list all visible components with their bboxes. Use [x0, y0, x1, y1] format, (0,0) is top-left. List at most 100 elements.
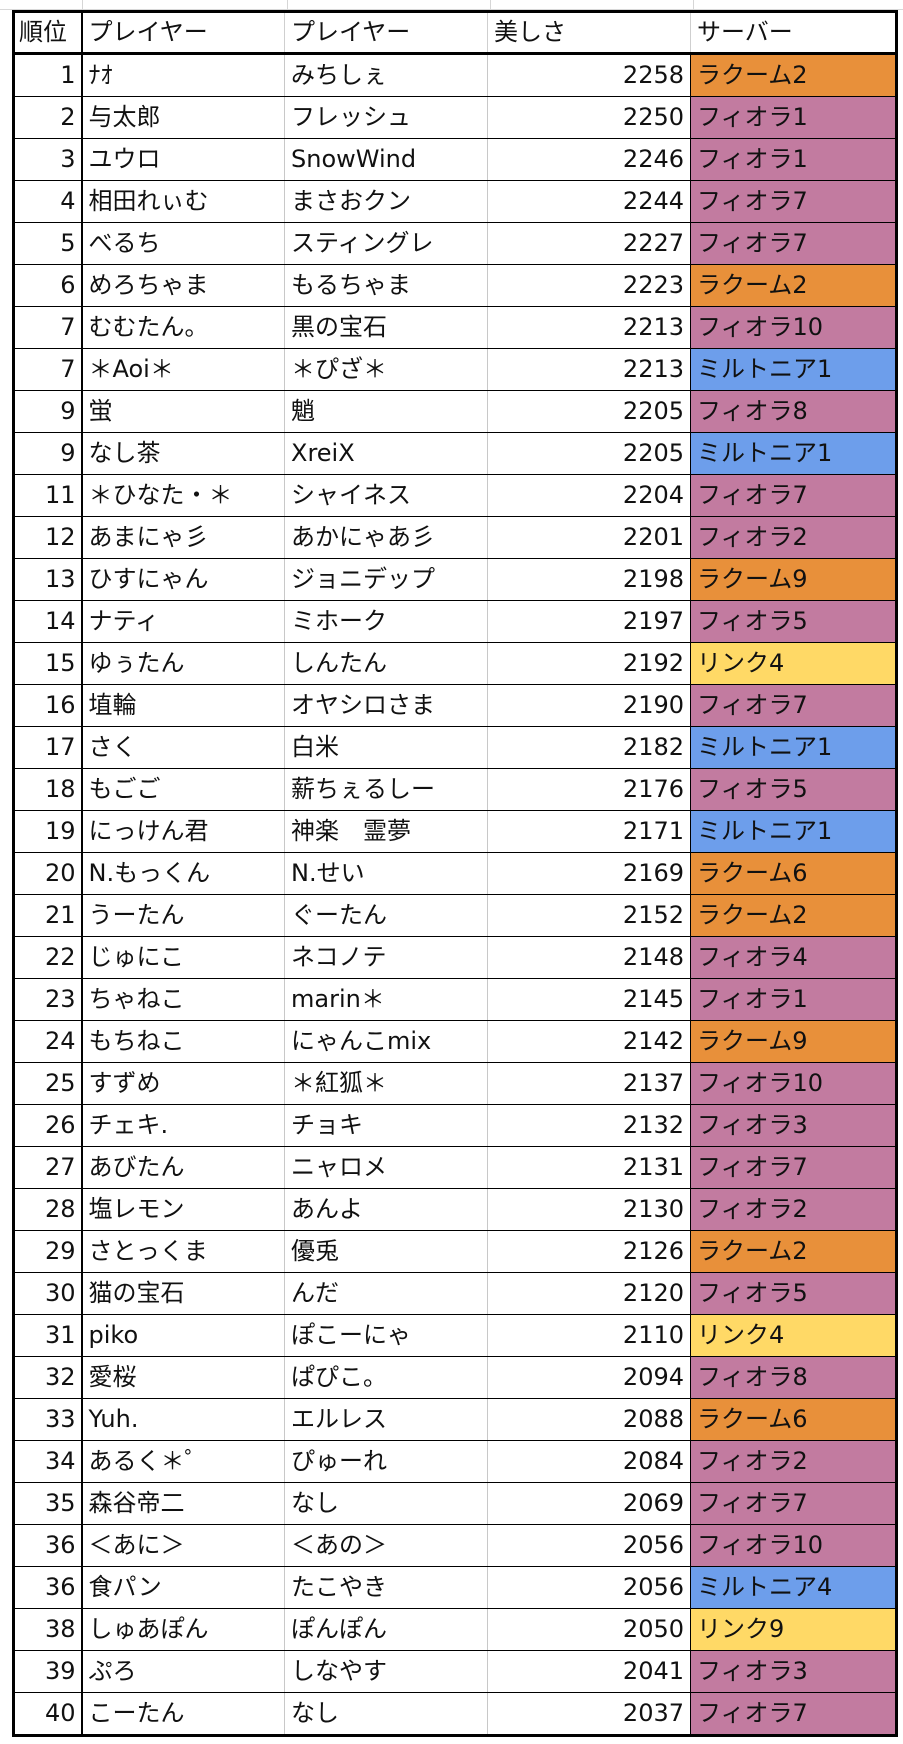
player-2-cell[interactable]: オヤシロさま: [284, 684, 488, 727]
server-cell[interactable]: フィオラ5: [690, 768, 897, 811]
player-1-cell[interactable]: ユウロ: [81, 138, 285, 181]
player-2-cell[interactable]: あかにゃあ彡: [284, 516, 488, 559]
beauty-cell[interactable]: 2037: [487, 1692, 691, 1736]
server-cell[interactable]: ラクーム2: [690, 894, 897, 937]
server-cell[interactable]: フィオラ1: [690, 978, 897, 1021]
beauty-cell[interactable]: 2132: [487, 1104, 691, 1147]
server-cell[interactable]: フィオラ7: [690, 684, 897, 727]
player-1-cell[interactable]: もちねこ: [81, 1020, 285, 1063]
beauty-cell[interactable]: 2205: [487, 390, 691, 433]
beauty-cell[interactable]: 2201: [487, 516, 691, 559]
beauty-cell[interactable]: 2244: [487, 180, 691, 223]
rank-cell[interactable]: 14: [13, 600, 83, 643]
server-cell[interactable]: ラクーム6: [690, 852, 897, 895]
rank-cell[interactable]: 36: [13, 1524, 83, 1567]
player-1-cell[interactable]: N.もっくん: [81, 852, 285, 895]
player-1-cell[interactable]: 埴輪: [81, 684, 285, 727]
player-2-cell[interactable]: あんよ: [284, 1188, 488, 1231]
rank-cell[interactable]: 9: [13, 390, 83, 433]
server-cell[interactable]: ラクーム6: [690, 1398, 897, 1441]
player-1-cell[interactable]: むむたん。: [81, 306, 285, 349]
rank-cell[interactable]: 38: [13, 1608, 83, 1651]
rank-cell[interactable]: 1: [13, 53, 83, 97]
header-server[interactable]: サーバー: [690, 11, 897, 55]
player-2-cell[interactable]: 優兎: [284, 1230, 488, 1273]
player-2-cell[interactable]: 神楽 霊夢: [284, 810, 488, 853]
rank-cell[interactable]: 3: [13, 138, 83, 181]
player-2-cell[interactable]: ジョニデップ: [284, 558, 488, 601]
player-2-cell[interactable]: シャイネス: [284, 474, 488, 517]
rank-cell[interactable]: 17: [13, 726, 83, 769]
beauty-cell[interactable]: 2204: [487, 474, 691, 517]
header-rank[interactable]: 順位: [13, 11, 83, 55]
beauty-cell[interactable]: 2041: [487, 1650, 691, 1693]
beauty-cell[interactable]: 2142: [487, 1020, 691, 1063]
player-1-cell[interactable]: 愛桜: [81, 1356, 285, 1399]
rank-cell[interactable]: 11: [13, 474, 83, 517]
player-2-cell[interactable]: 黒の宝石: [284, 306, 488, 349]
player-1-cell[interactable]: 与太郎: [81, 96, 285, 139]
player-1-cell[interactable]: 塩レモン: [81, 1188, 285, 1231]
beauty-cell[interactable]: 2171: [487, 810, 691, 853]
beauty-cell[interactable]: 2227: [487, 222, 691, 265]
server-cell[interactable]: フィオラ7: [690, 222, 897, 265]
player-2-cell[interactable]: ぱぴこ。: [284, 1356, 488, 1399]
beauty-cell[interactable]: 2094: [487, 1356, 691, 1399]
player-1-cell[interactable]: じゅにこ: [81, 936, 285, 979]
server-cell[interactable]: フィオラ3: [690, 1104, 897, 1147]
player-1-cell[interactable]: さく: [81, 726, 285, 769]
player-1-cell[interactable]: 蛍: [81, 390, 285, 433]
player-2-cell[interactable]: なし: [284, 1692, 488, 1736]
beauty-cell[interactable]: 2131: [487, 1146, 691, 1189]
beauty-cell[interactable]: 2088: [487, 1398, 691, 1441]
beauty-cell[interactable]: 2182: [487, 726, 691, 769]
rank-cell[interactable]: 24: [13, 1020, 83, 1063]
player-2-cell[interactable]: ネコノテ: [284, 936, 488, 979]
player-1-cell[interactable]: 食パン: [81, 1566, 285, 1609]
header-player-1[interactable]: プレイヤー: [81, 11, 285, 55]
player-2-cell[interactable]: んだ: [284, 1272, 488, 1315]
rank-cell[interactable]: 35: [13, 1482, 83, 1525]
rank-cell[interactable]: 29: [13, 1230, 83, 1273]
player-2-cell[interactable]: ＊紅狐＊: [284, 1062, 488, 1105]
player-1-cell[interactable]: 相田れぃむ: [81, 180, 285, 223]
player-1-cell[interactable]: ＊Aoi＊: [81, 348, 285, 391]
player-2-cell[interactable]: しんたん: [284, 642, 488, 685]
player-2-cell[interactable]: ＜あの＞: [284, 1524, 488, 1567]
server-cell[interactable]: ラクーム2: [690, 53, 897, 97]
rank-cell[interactable]: 39: [13, 1650, 83, 1693]
rank-cell[interactable]: 30: [13, 1272, 83, 1315]
rank-cell[interactable]: 6: [13, 264, 83, 307]
player-1-cell[interactable]: しゅあぽん: [81, 1608, 285, 1651]
player-2-cell[interactable]: もるちゃま: [284, 264, 488, 307]
beauty-cell[interactable]: 2176: [487, 768, 691, 811]
player-1-cell[interactable]: あまにゃ彡: [81, 516, 285, 559]
player-1-cell[interactable]: こーたん: [81, 1692, 285, 1736]
player-2-cell[interactable]: みちしぇ: [284, 53, 488, 97]
beauty-cell[interactable]: 2126: [487, 1230, 691, 1273]
server-cell[interactable]: フィオラ2: [690, 516, 897, 559]
player-1-cell[interactable]: なし茶: [81, 432, 285, 475]
player-2-cell[interactable]: N.せい: [284, 852, 488, 895]
rank-cell[interactable]: 13: [13, 558, 83, 601]
beauty-cell[interactable]: 2213: [487, 348, 691, 391]
beauty-cell[interactable]: 2056: [487, 1566, 691, 1609]
beauty-cell[interactable]: 2197: [487, 600, 691, 643]
server-cell[interactable]: ラクーム2: [690, 1230, 897, 1273]
server-cell[interactable]: フィオラ2: [690, 1440, 897, 1483]
server-cell[interactable]: フィオラ7: [690, 1692, 897, 1736]
player-1-cell[interactable]: チェキ.: [81, 1104, 285, 1147]
player-2-cell[interactable]: チョキ: [284, 1104, 488, 1147]
player-2-cell[interactable]: ぽこーにゃ: [284, 1314, 488, 1357]
rank-cell[interactable]: 21: [13, 894, 83, 937]
player-1-cell[interactable]: 猫の宝石: [81, 1272, 285, 1315]
server-cell[interactable]: ミルトニア1: [690, 348, 897, 391]
rank-cell[interactable]: 9: [13, 432, 83, 475]
player-2-cell[interactable]: スティングレ: [284, 222, 488, 265]
player-1-cell[interactable]: piko: [81, 1314, 285, 1357]
server-cell[interactable]: ラクーム2: [690, 264, 897, 307]
server-cell[interactable]: フィオラ7: [690, 474, 897, 517]
header-player-2[interactable]: プレイヤー: [284, 11, 488, 55]
rank-cell[interactable]: 18: [13, 768, 83, 811]
player-1-cell[interactable]: べるち: [81, 222, 285, 265]
